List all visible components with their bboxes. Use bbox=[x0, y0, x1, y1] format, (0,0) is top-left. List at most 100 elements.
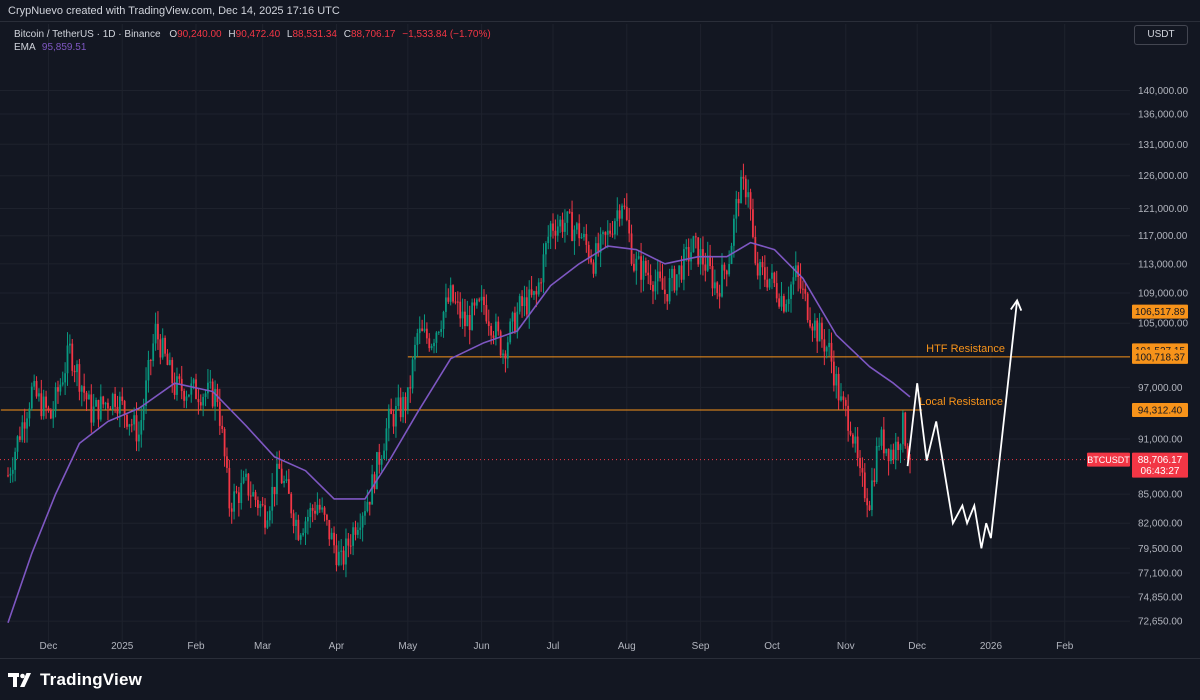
candle-body bbox=[483, 296, 485, 305]
candle-body bbox=[187, 394, 190, 397]
candle-body bbox=[304, 521, 307, 534]
candle-body bbox=[359, 527, 362, 530]
candle-body bbox=[768, 278, 771, 288]
candle-body bbox=[683, 249, 685, 280]
candle-body bbox=[528, 289, 531, 315]
candle-body bbox=[195, 379, 197, 399]
candle-body bbox=[461, 311, 464, 319]
candle-body bbox=[635, 258, 638, 271]
candle-body bbox=[830, 342, 833, 362]
candle-body bbox=[337, 551, 340, 566]
y-tick-label: 97,000.00 bbox=[1138, 383, 1183, 394]
candle-body bbox=[464, 311, 466, 327]
candle-body bbox=[901, 412, 904, 445]
chart-legend: Bitcoin / TetherUS · 1D · Binance O90,24… bbox=[14, 28, 491, 54]
candle-body bbox=[811, 326, 814, 331]
candle-body bbox=[402, 396, 404, 418]
candle-body bbox=[580, 237, 583, 239]
candle-body bbox=[671, 268, 673, 278]
candle-body bbox=[859, 457, 861, 469]
currency-button[interactable]: USDT bbox=[1134, 25, 1188, 45]
candle-body bbox=[673, 268, 676, 291]
candle-body bbox=[452, 285, 454, 302]
candle-body bbox=[164, 337, 166, 354]
candle-body bbox=[668, 277, 671, 302]
close-label: C bbox=[343, 29, 351, 40]
candle-body bbox=[145, 380, 147, 406]
open-value: 90,240.00 bbox=[177, 29, 222, 40]
candle-body bbox=[544, 243, 547, 255]
candle-body bbox=[892, 449, 895, 460]
candle-body bbox=[792, 277, 795, 285]
candle-body bbox=[868, 505, 871, 511]
candle-body bbox=[421, 328, 424, 331]
candle-body bbox=[590, 258, 592, 263]
candle-body bbox=[735, 198, 738, 219]
candle-body bbox=[852, 434, 854, 444]
candle-body bbox=[302, 533, 305, 536]
candle-body bbox=[376, 452, 378, 490]
candle-body bbox=[752, 209, 754, 237]
candle-body bbox=[197, 398, 200, 403]
candle-body bbox=[499, 331, 502, 356]
candle-body bbox=[516, 311, 519, 333]
y-tick-label: 79,500.00 bbox=[1138, 544, 1183, 555]
candle-body bbox=[228, 467, 231, 509]
high-label: H bbox=[228, 29, 236, 40]
candle-body bbox=[666, 294, 669, 302]
candle-body bbox=[38, 393, 40, 397]
candle-body bbox=[566, 211, 569, 223]
candle-body bbox=[790, 284, 792, 299]
candle-body bbox=[323, 507, 326, 515]
candle-body bbox=[173, 383, 176, 395]
candle-body bbox=[349, 545, 352, 547]
candle-body bbox=[90, 394, 93, 423]
candle-body bbox=[663, 289, 666, 295]
candle-body bbox=[449, 285, 452, 302]
price-chart[interactable]: HTF Resistance Local Resistance 72,650.00… bbox=[0, 22, 1200, 658]
candle-body bbox=[83, 386, 86, 393]
candle-body bbox=[204, 393, 207, 397]
candle-body bbox=[535, 291, 538, 295]
candle-body bbox=[882, 429, 885, 454]
candle-body bbox=[366, 501, 369, 512]
candle-body bbox=[763, 267, 766, 280]
candle-body bbox=[587, 244, 590, 259]
candle-body bbox=[245, 473, 247, 478]
ema-label[interactable]: EMA bbox=[14, 42, 36, 53]
candle-body bbox=[642, 260, 645, 280]
candle-body bbox=[221, 425, 224, 430]
candle-body bbox=[887, 448, 890, 462]
projection-layer bbox=[906, 298, 1023, 549]
candle-body bbox=[404, 396, 407, 410]
candle-body bbox=[756, 263, 759, 276]
candle-body bbox=[856, 436, 859, 458]
candle-body bbox=[11, 469, 14, 474]
y-tick-label: 77,100.00 bbox=[1138, 569, 1183, 580]
candle-body bbox=[628, 219, 631, 234]
candle-body bbox=[285, 479, 288, 481]
candle-body bbox=[606, 230, 609, 235]
candle-body bbox=[387, 408, 390, 429]
candle-body bbox=[644, 260, 647, 273]
brand-name: TradingView bbox=[40, 670, 143, 689]
ema-value: 95,859.51 bbox=[41, 42, 87, 53]
candle-body bbox=[723, 264, 726, 271]
open-label: O bbox=[169, 29, 178, 40]
candle-body bbox=[540, 282, 543, 284]
candle-body bbox=[740, 176, 742, 204]
candle-body bbox=[552, 223, 554, 231]
candle-body bbox=[480, 296, 483, 301]
candle-body bbox=[456, 301, 459, 303]
candle-body bbox=[485, 304, 488, 322]
candle-body bbox=[311, 507, 314, 511]
candle-body bbox=[202, 396, 205, 406]
candle-body bbox=[637, 256, 640, 259]
candle-body bbox=[799, 276, 802, 289]
tradingview-logo[interactable]: TradingView bbox=[8, 670, 142, 690]
price-tag bbox=[1132, 304, 1188, 319]
candle-body bbox=[290, 493, 293, 514]
candle-body bbox=[633, 263, 635, 271]
x-tick-label: Feb bbox=[187, 641, 205, 652]
symbol-title[interactable]: Bitcoin / TetherUS · 1D · Binance bbox=[14, 29, 161, 40]
